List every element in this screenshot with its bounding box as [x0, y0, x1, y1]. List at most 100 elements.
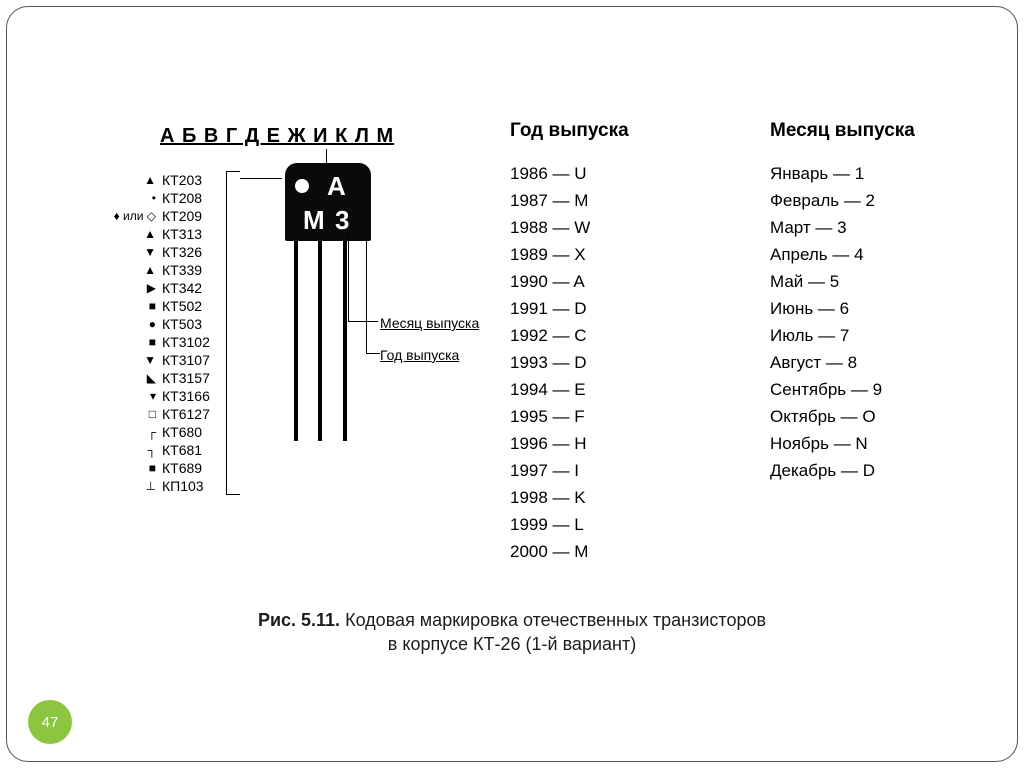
type-row: ■КТ502	[110, 297, 222, 315]
page-number-badge: 47	[28, 700, 72, 744]
group-letter-row: А Б В Г Д Е Ж И К Л М	[160, 125, 430, 148]
year-code-item: 1988 — W	[510, 214, 710, 241]
month-code-item: Август — 8	[770, 349, 990, 376]
caption-prefix: Рис. 5.11.	[258, 610, 340, 630]
type-code: КТ681	[162, 441, 222, 459]
type-code: КТ208	[162, 189, 222, 207]
year-code-item: 2000 — M	[510, 538, 710, 565]
type-symbol-icon: ▲	[110, 261, 162, 279]
type-symbol-icon: ┌	[110, 423, 162, 441]
type-row: ▼КТ3107	[110, 351, 222, 369]
caption-line2: в корпусе КТ-26 (1-й вариант)	[0, 632, 1024, 656]
type-symbol-icon: □	[110, 405, 162, 423]
transistor-diagram: А Б В Г Д Е Ж И К Л М А М 3 Месяц выпуск…	[110, 125, 430, 154]
connector-line	[348, 235, 349, 321]
year-code-item: 1989 — X	[510, 241, 710, 268]
month-items: Январь — 1Февраль — 2Март — 3Апрель — 4М…	[770, 160, 990, 484]
year-code-item: 1997 — I	[510, 457, 710, 484]
month-code-item: Июнь — 6	[770, 295, 990, 322]
type-symbol-icon: ▾	[110, 387, 162, 405]
type-row: ▾КТ3166	[110, 387, 222, 405]
month-code-item: Октябрь — O	[770, 403, 990, 430]
month-code-item: Март — 3	[770, 214, 990, 241]
type-list-bracket	[226, 171, 240, 495]
connector-line	[366, 353, 380, 354]
body-year-mark: 3	[335, 205, 349, 236]
type-symbol-icon: ▶	[110, 279, 162, 297]
month-code-item: Май — 5	[770, 268, 990, 295]
type-row: ♦ или ◇КТ209	[110, 207, 222, 225]
year-codes-column: Год выпуска 1986 — U1987 — M1988 — W1989…	[510, 120, 710, 565]
type-row: ▼КТ326	[110, 243, 222, 261]
type-code: КТ3102	[162, 333, 222, 351]
type-row: ┐КТ681	[110, 441, 222, 459]
type-code: КТ3157	[162, 369, 222, 387]
month-code-item: Декабрь — D	[770, 457, 990, 484]
transistor-leads	[294, 241, 363, 446]
leader-label-month: Месяц выпуска	[380, 315, 510, 331]
type-row: ┌КТ680	[110, 423, 222, 441]
type-code: КТ3166	[162, 387, 222, 405]
type-code: КТ680	[162, 423, 222, 441]
year-code-item: 1999 — L	[510, 511, 710, 538]
month-code-item: Февраль — 2	[770, 187, 990, 214]
year-code-item: 1990 — A	[510, 268, 710, 295]
type-row: ⊥КП103	[110, 477, 222, 495]
type-row: ▲КТ313	[110, 225, 222, 243]
year-code-item: 1998 — K	[510, 484, 710, 511]
connector-line	[326, 149, 327, 163]
month-code-item: Ноябрь — N	[770, 430, 990, 457]
type-code: КТ339	[162, 261, 222, 279]
type-code: КТ313	[162, 225, 222, 243]
type-row: ◣КТ3157	[110, 369, 222, 387]
month-code-item: Сентябрь — 9	[770, 376, 990, 403]
type-row: ▲КТ203	[110, 171, 222, 189]
type-symbol-icon: ■	[110, 333, 162, 351]
year-code-item: 1986 — U	[510, 160, 710, 187]
type-symbol-list: ▲КТ203•КТ208♦ или ◇КТ209▲КТ313▼КТ326▲КТ3…	[110, 171, 222, 495]
month-code-item: Июль — 7	[770, 322, 990, 349]
body-letter: А	[327, 171, 346, 202]
type-row: ●КТ503	[110, 315, 222, 333]
year-code-item: 1993 — D	[510, 349, 710, 376]
lead-2	[318, 241, 322, 441]
type-row: □КТ6127	[110, 405, 222, 423]
month-column-title: Месяц выпуска	[770, 120, 990, 142]
lead-3	[343, 241, 347, 441]
transistor-body: А М 3	[285, 163, 371, 241]
type-symbol-icon: ┐	[110, 441, 162, 459]
connector-line	[348, 321, 378, 322]
month-codes-column: Месяц выпуска Январь — 1Февраль — 2Март …	[770, 120, 990, 484]
type-symbol-icon: ●	[110, 315, 162, 333]
type-symbol-icon: ▼	[110, 351, 162, 369]
type-code: КТ502	[162, 297, 222, 315]
year-code-item: 1995 — F	[510, 403, 710, 430]
type-symbol-icon: ◣	[110, 369, 162, 387]
month-code-item: Апрель — 4	[770, 241, 990, 268]
type-symbol-icon: ⊥	[110, 477, 162, 495]
year-code-item: 1992 — C	[510, 322, 710, 349]
type-code: КП103	[162, 477, 222, 495]
type-code: КТ342	[162, 279, 222, 297]
type-code: КТ209	[162, 207, 222, 225]
type-dot-icon	[295, 179, 309, 193]
year-column-title: Год выпуска	[510, 120, 710, 142]
connector-line	[366, 237, 367, 353]
type-row: ▲КТ339	[110, 261, 222, 279]
type-row: ▶КТ342	[110, 279, 222, 297]
body-month-mark: М	[303, 205, 325, 236]
type-code: КТ6127	[162, 405, 222, 423]
lead-1	[294, 241, 298, 441]
type-row: ■КТ3102	[110, 333, 222, 351]
type-code: КТ503	[162, 315, 222, 333]
type-code: КТ326	[162, 243, 222, 261]
caption-line1: Кодовая маркировка отечественных транзис…	[345, 610, 766, 630]
slide-content: А Б В Г Д Е Ж И К Л М А М 3 Месяц выпуск…	[0, 0, 1024, 768]
type-symbol-icon: ▲	[110, 171, 162, 189]
leader-label-year: Год выпуска	[380, 347, 510, 363]
type-symbol-icon: •	[110, 189, 162, 207]
type-symbol-icon: ■	[110, 459, 162, 477]
figure-caption: Рис. 5.11. Кодовая маркировка отечествен…	[0, 608, 1024, 656]
type-symbol-icon: ■	[110, 297, 162, 315]
type-row: ■КТ689	[110, 459, 222, 477]
